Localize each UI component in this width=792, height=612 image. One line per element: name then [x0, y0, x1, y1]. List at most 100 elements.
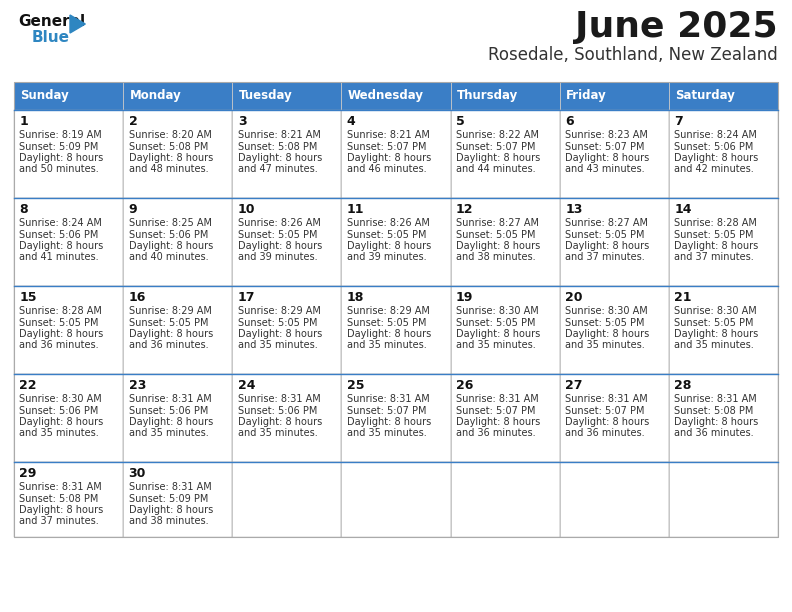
Text: Sunrise: 8:22 AM: Sunrise: 8:22 AM [456, 130, 539, 140]
Text: Sunset: 5:05 PM: Sunset: 5:05 PM [456, 230, 535, 239]
Text: and 35 minutes.: and 35 minutes. [128, 428, 208, 439]
Bar [232, 82, 341, 110]
Text: Sunrise: 8:28 AM: Sunrise: 8:28 AM [674, 218, 757, 228]
Text: Daylight: 8 hours: Daylight: 8 hours [565, 417, 649, 427]
Text: Daylight: 8 hours: Daylight: 8 hours [20, 241, 104, 251]
Text: Sunset: 5:07 PM: Sunset: 5:07 PM [456, 141, 535, 152]
Bar [451, 198, 560, 286]
Text: Sunrise: 8:31 AM: Sunrise: 8:31 AM [128, 482, 211, 492]
Text: Sunrise: 8:31 AM: Sunrise: 8:31 AM [565, 394, 648, 404]
Text: Daylight: 8 hours: Daylight: 8 hours [128, 241, 213, 251]
Text: Sunset: 5:05 PM: Sunset: 5:05 PM [128, 318, 208, 327]
Text: Sunday: Sunday [21, 89, 69, 102]
Text: Daylight: 8 hours: Daylight: 8 hours [674, 153, 759, 163]
Text: Sunset: 5:05 PM: Sunset: 5:05 PM [238, 230, 318, 239]
Text: 19: 19 [456, 291, 474, 304]
Bar [669, 82, 778, 110]
Text: Sunrise: 8:30 AM: Sunrise: 8:30 AM [565, 306, 648, 316]
Text: Sunrise: 8:26 AM: Sunrise: 8:26 AM [238, 218, 321, 228]
Text: 9: 9 [128, 203, 137, 216]
Text: Sunrise: 8:24 AM: Sunrise: 8:24 AM [674, 130, 757, 140]
Text: Friday: Friday [566, 89, 607, 102]
Bar [123, 286, 232, 374]
Text: Sunrise: 8:21 AM: Sunrise: 8:21 AM [347, 130, 430, 140]
Text: Sunset: 5:06 PM: Sunset: 5:06 PM [674, 141, 754, 152]
Bar [560, 198, 669, 286]
Text: and 48 minutes.: and 48 minutes. [128, 165, 208, 174]
Text: 17: 17 [238, 291, 255, 304]
Bar [14, 82, 778, 537]
Text: and 47 minutes.: and 47 minutes. [238, 165, 318, 174]
Text: and 38 minutes.: and 38 minutes. [456, 253, 535, 263]
Bar [560, 462, 669, 537]
Bar [232, 374, 341, 462]
Text: Sunrise: 8:30 AM: Sunrise: 8:30 AM [456, 306, 539, 316]
Polygon shape [70, 15, 86, 33]
Text: 21: 21 [674, 291, 692, 304]
Text: Tuesday: Tuesday [239, 89, 292, 102]
Text: Monday: Monday [130, 89, 181, 102]
Text: Sunrise: 8:24 AM: Sunrise: 8:24 AM [20, 218, 102, 228]
Text: 23: 23 [128, 379, 146, 392]
Text: Daylight: 8 hours: Daylight: 8 hours [128, 417, 213, 427]
Bar [123, 374, 232, 462]
Text: 1: 1 [20, 115, 29, 128]
Text: 27: 27 [565, 379, 583, 392]
Text: 11: 11 [347, 203, 364, 216]
Text: Sunset: 5:06 PM: Sunset: 5:06 PM [128, 406, 208, 416]
Text: and 35 minutes.: and 35 minutes. [565, 340, 645, 351]
Text: Sunset: 5:06 PM: Sunset: 5:06 PM [20, 406, 99, 416]
Bar [232, 198, 341, 286]
Text: Daylight: 8 hours: Daylight: 8 hours [565, 329, 649, 339]
Bar [560, 110, 669, 198]
Text: Daylight: 8 hours: Daylight: 8 hours [238, 329, 322, 339]
Text: 29: 29 [20, 467, 37, 480]
Bar [341, 198, 451, 286]
Bar [669, 286, 778, 374]
Text: 24: 24 [238, 379, 255, 392]
Text: Daylight: 8 hours: Daylight: 8 hours [565, 241, 649, 251]
Text: Daylight: 8 hours: Daylight: 8 hours [20, 153, 104, 163]
Text: Daylight: 8 hours: Daylight: 8 hours [128, 329, 213, 339]
Text: Daylight: 8 hours: Daylight: 8 hours [20, 329, 104, 339]
Text: 5: 5 [456, 115, 465, 128]
Bar [341, 462, 451, 537]
Text: and 36 minutes.: and 36 minutes. [20, 340, 99, 351]
Text: Daylight: 8 hours: Daylight: 8 hours [347, 241, 431, 251]
Bar [14, 462, 123, 537]
Bar [341, 82, 451, 110]
Text: Sunrise: 8:29 AM: Sunrise: 8:29 AM [238, 306, 321, 316]
Text: Sunrise: 8:31 AM: Sunrise: 8:31 AM [128, 394, 211, 404]
Text: Sunrise: 8:29 AM: Sunrise: 8:29 AM [128, 306, 211, 316]
Text: and 35 minutes.: and 35 minutes. [238, 428, 318, 439]
Text: 8: 8 [20, 203, 28, 216]
Text: Sunrise: 8:30 AM: Sunrise: 8:30 AM [20, 394, 102, 404]
Text: Sunrise: 8:23 AM: Sunrise: 8:23 AM [565, 130, 648, 140]
Text: Sunrise: 8:28 AM: Sunrise: 8:28 AM [20, 306, 102, 316]
Text: Sunrise: 8:26 AM: Sunrise: 8:26 AM [347, 218, 430, 228]
Text: Sunrise: 8:25 AM: Sunrise: 8:25 AM [128, 218, 211, 228]
Text: and 36 minutes.: and 36 minutes. [674, 428, 754, 439]
Text: Sunrise: 8:20 AM: Sunrise: 8:20 AM [128, 130, 211, 140]
Text: Daylight: 8 hours: Daylight: 8 hours [347, 153, 431, 163]
Text: Sunset: 5:08 PM: Sunset: 5:08 PM [20, 493, 99, 504]
Text: Sunset: 5:05 PM: Sunset: 5:05 PM [347, 230, 426, 239]
Text: Sunset: 5:07 PM: Sunset: 5:07 PM [456, 406, 535, 416]
Text: and 36 minutes.: and 36 minutes. [565, 428, 645, 439]
Text: and 35 minutes.: and 35 minutes. [238, 340, 318, 351]
Text: 2: 2 [128, 115, 137, 128]
Bar [14, 110, 123, 198]
Text: Thursday: Thursday [457, 89, 519, 102]
Text: and 35 minutes.: and 35 minutes. [347, 340, 427, 351]
Text: and 44 minutes.: and 44 minutes. [456, 165, 535, 174]
Bar [14, 286, 123, 374]
Text: Sunset: 5:07 PM: Sunset: 5:07 PM [347, 141, 426, 152]
Text: 7: 7 [674, 115, 683, 128]
Text: 14: 14 [674, 203, 692, 216]
Text: Sunrise: 8:31 AM: Sunrise: 8:31 AM [456, 394, 539, 404]
Bar [451, 374, 560, 462]
Bar [123, 110, 232, 198]
Text: and 37 minutes.: and 37 minutes. [674, 253, 754, 263]
Text: Sunrise: 8:27 AM: Sunrise: 8:27 AM [565, 218, 648, 228]
Text: Sunset: 5:09 PM: Sunset: 5:09 PM [128, 493, 208, 504]
